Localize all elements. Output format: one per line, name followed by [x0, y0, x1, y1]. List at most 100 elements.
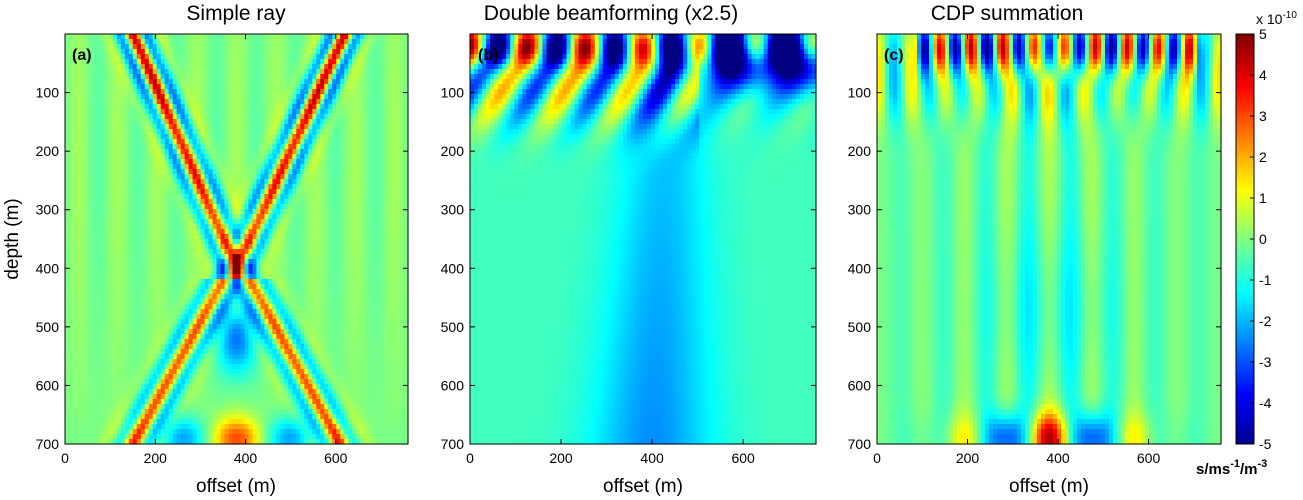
heatmap-cell [137, 199, 142, 205]
heatmap-cell [340, 294, 345, 300]
heatmap-cell [237, 144, 242, 150]
heatmap-cell [109, 64, 114, 70]
heatmap-cell [185, 314, 190, 320]
heatmap-cell [237, 69, 242, 75]
heatmap-cell [125, 189, 130, 195]
heatmap-cell [157, 239, 162, 245]
heatmap-cell [93, 49, 98, 55]
heatmap-cell [324, 259, 329, 265]
heatmap-cell [125, 244, 130, 250]
heatmap-cell [300, 99, 305, 105]
heatmap-cell [209, 219, 214, 225]
heatmap-cell [348, 269, 353, 275]
heatmap-cell [336, 244, 341, 250]
heatmap-cell [73, 294, 78, 300]
heatmap-cell [137, 269, 142, 275]
heatmap-cell [113, 249, 118, 255]
heatmap-cell [105, 44, 110, 50]
heatmap-cell [97, 274, 102, 280]
heatmap-cell [372, 189, 377, 195]
heatmap-cell [288, 199, 293, 205]
heatmap-cell [320, 114, 325, 120]
heatmap-cell [396, 34, 401, 40]
heatmap-cell [101, 144, 106, 150]
heatmap-cell [69, 99, 74, 105]
heatmap-cell [244, 244, 249, 250]
heatmap-cell [288, 114, 293, 120]
heatmap-cell [81, 254, 86, 260]
heatmap-cell [392, 44, 397, 50]
heatmap-cell [109, 214, 114, 220]
heatmap-cell [300, 259, 305, 265]
heatmap-cell [145, 274, 150, 280]
heatmap-cell [280, 134, 285, 140]
heatmap-cell [344, 44, 349, 50]
heatmap-cell [344, 299, 349, 305]
heatmap-cell [145, 269, 150, 275]
heatmap-cell [141, 54, 146, 60]
heatmap-cell [121, 319, 126, 325]
heatmap-cell [356, 159, 361, 165]
heatmap-cell [348, 314, 353, 320]
heatmap-cell [304, 154, 309, 160]
heatmap-cell [284, 134, 289, 140]
heatmap-cell [201, 204, 206, 210]
heatmap-cell [376, 244, 381, 250]
heatmap-cell [256, 64, 261, 70]
heatmap-cell [316, 209, 321, 215]
heatmap-cell [260, 274, 265, 280]
heatmap-cell [392, 189, 397, 195]
heatmap-cell [260, 194, 265, 200]
heatmap-cell [276, 54, 281, 60]
heatmap-cell [340, 239, 345, 245]
heatmap-cell [129, 154, 134, 160]
heatmap-cell [388, 139, 393, 145]
heatmap-cell [328, 114, 333, 120]
heatmap-cell [189, 179, 194, 185]
heatmap-cell [336, 184, 341, 190]
heatmap-cell [89, 224, 94, 230]
heatmap-cell [157, 209, 162, 215]
heatmap-cell [352, 39, 357, 45]
heatmap-cell [284, 94, 289, 100]
heatmap-cell [193, 109, 198, 115]
heatmap-cell [65, 194, 70, 200]
heatmap-cell [97, 294, 102, 300]
heatmap-cell [304, 169, 309, 175]
heatmap-cell [233, 69, 238, 75]
heatmap-cell [340, 204, 345, 210]
heatmap-cell [133, 129, 138, 135]
heatmap-cell [388, 94, 393, 100]
heatmap-cell [173, 114, 178, 120]
heatmap-cell [69, 214, 74, 220]
heatmap-cell [209, 229, 214, 235]
heatmap-cell [169, 194, 174, 200]
heatmap-cell [360, 244, 365, 250]
heatmap-cell [201, 319, 206, 325]
heatmap-cell [89, 264, 94, 270]
heatmap-cell [197, 194, 202, 200]
heatmap-cell [376, 254, 381, 260]
heatmap-cell [105, 129, 110, 135]
heatmap-cell [101, 269, 106, 275]
heatmap-cell [169, 239, 174, 245]
heatmap-cell [268, 229, 273, 235]
heatmap-cell [105, 224, 110, 230]
heatmap-cell [141, 319, 146, 325]
heatmap-cell [240, 149, 245, 155]
heatmap-cell [268, 144, 273, 150]
heatmap-cell [89, 129, 94, 135]
heatmap-cell [129, 59, 134, 65]
heatmap-cell [161, 164, 166, 170]
heatmap-cell [388, 64, 393, 70]
heatmap-cell [396, 219, 401, 225]
heatmap-cell [65, 114, 70, 120]
heatmap-cell [316, 304, 321, 310]
heatmap-cell [113, 239, 118, 245]
heatmap-cell [368, 214, 373, 220]
heatmap-cell [93, 254, 98, 260]
heatmap-cell [229, 79, 234, 85]
heatmap-cell [384, 34, 389, 40]
heatmap-cell [324, 289, 329, 295]
heatmap-cell [396, 244, 401, 250]
